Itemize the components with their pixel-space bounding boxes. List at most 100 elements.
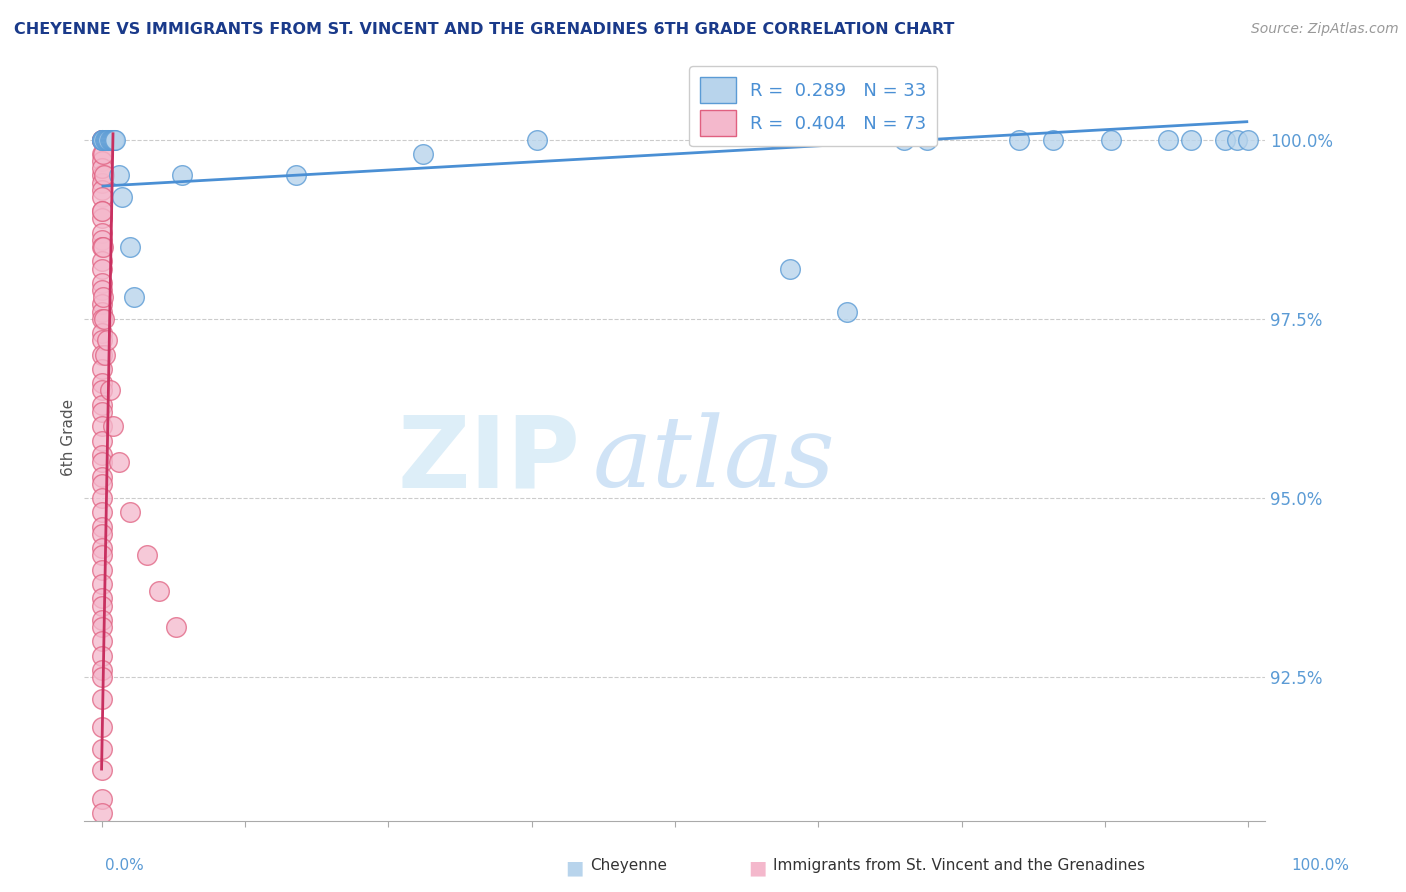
Point	[90, 276, 112, 290]
Point	[103, 132, 125, 146]
Point	[90, 132, 112, 146]
Point	[90, 455, 112, 469]
Point	[90, 211, 112, 226]
Point	[91, 240, 114, 254]
Point	[1237, 132, 1260, 146]
Point	[90, 132, 112, 146]
Point	[90, 132, 112, 146]
Point	[90, 297, 112, 311]
Text: ■: ■	[748, 858, 766, 877]
Y-axis label: 6th Grade: 6th Grade	[60, 399, 76, 475]
Point	[1099, 132, 1122, 146]
Text: Source: ZipAtlas.com: Source: ZipAtlas.com	[1251, 22, 1399, 37]
Point	[90, 663, 112, 677]
Point	[412, 147, 434, 161]
Text: Immigrants from St. Vincent and the Grenadines: Immigrants from St. Vincent and the Gren…	[773, 858, 1146, 873]
Point	[111, 190, 134, 204]
Point	[90, 613, 112, 627]
Point	[90, 591, 112, 606]
Text: atlas: atlas	[592, 412, 835, 508]
Point	[526, 132, 548, 146]
Point	[136, 549, 159, 563]
Point	[835, 304, 858, 318]
Point	[90, 154, 112, 169]
Point	[96, 132, 118, 146]
Point	[90, 505, 112, 519]
Point	[1042, 132, 1064, 146]
Point	[1157, 132, 1180, 146]
Point	[90, 419, 112, 434]
Point	[104, 132, 127, 146]
Point	[93, 169, 115, 183]
Point	[91, 161, 114, 176]
Point	[90, 333, 112, 347]
Point	[148, 584, 170, 599]
Point	[90, 190, 112, 204]
Point	[1213, 132, 1236, 146]
Point	[90, 448, 112, 462]
Point	[90, 742, 112, 756]
Point	[90, 691, 112, 706]
Point	[90, 476, 112, 491]
Point	[91, 132, 114, 146]
Text: 0.0%: 0.0%	[105, 858, 145, 873]
Point	[90, 599, 112, 613]
Point	[90, 183, 112, 197]
Point	[107, 169, 129, 183]
Point	[101, 419, 124, 434]
Point	[90, 384, 112, 398]
Point	[120, 240, 142, 254]
Point	[90, 376, 112, 391]
Point	[90, 792, 112, 806]
Point	[90, 670, 112, 684]
Point	[779, 261, 801, 276]
Point	[90, 362, 112, 376]
Text: CHEYENNE VS IMMIGRANTS FROM ST. VINCENT AND THE GRENADINES 6TH GRADE CORRELATION: CHEYENNE VS IMMIGRANTS FROM ST. VINCENT …	[14, 22, 955, 37]
Point	[90, 434, 112, 448]
Point	[94, 132, 117, 146]
Point	[165, 620, 187, 634]
Point	[90, 519, 112, 533]
Point	[90, 527, 112, 541]
Point	[90, 491, 112, 505]
Point	[107, 455, 129, 469]
Point	[90, 326, 112, 340]
Point	[893, 132, 915, 146]
Point	[90, 147, 112, 161]
Point	[90, 169, 112, 183]
Point	[90, 620, 112, 634]
Point	[915, 132, 938, 146]
Point	[90, 577, 112, 591]
Text: 100.0%: 100.0%	[1292, 858, 1350, 873]
Point	[94, 132, 117, 146]
Point	[90, 132, 112, 146]
Point	[90, 204, 112, 219]
Point	[90, 541, 112, 556]
Point	[90, 240, 112, 254]
Point	[90, 549, 112, 563]
Point	[285, 169, 308, 183]
Point	[1180, 132, 1202, 146]
Point	[90, 648, 112, 663]
Point	[100, 132, 122, 146]
Point	[90, 254, 112, 268]
Point	[90, 721, 112, 735]
Legend: R =  0.289   N = 33, R =  0.404   N = 73: R = 0.289 N = 33, R = 0.404 N = 73	[689, 66, 938, 146]
Point	[120, 505, 142, 519]
Point	[122, 290, 145, 304]
Point	[93, 311, 115, 326]
Point	[101, 132, 124, 146]
Point	[90, 398, 112, 412]
Point	[90, 132, 112, 146]
Point	[170, 169, 193, 183]
Text: Cheyenne: Cheyenne	[591, 858, 668, 873]
Point	[91, 147, 114, 161]
Point	[101, 132, 124, 146]
Point	[1008, 132, 1031, 146]
Point	[90, 764, 112, 778]
Point	[90, 806, 112, 821]
Point	[90, 311, 112, 326]
Point	[90, 233, 112, 247]
Point	[90, 469, 112, 483]
Text: ■: ■	[565, 858, 583, 877]
